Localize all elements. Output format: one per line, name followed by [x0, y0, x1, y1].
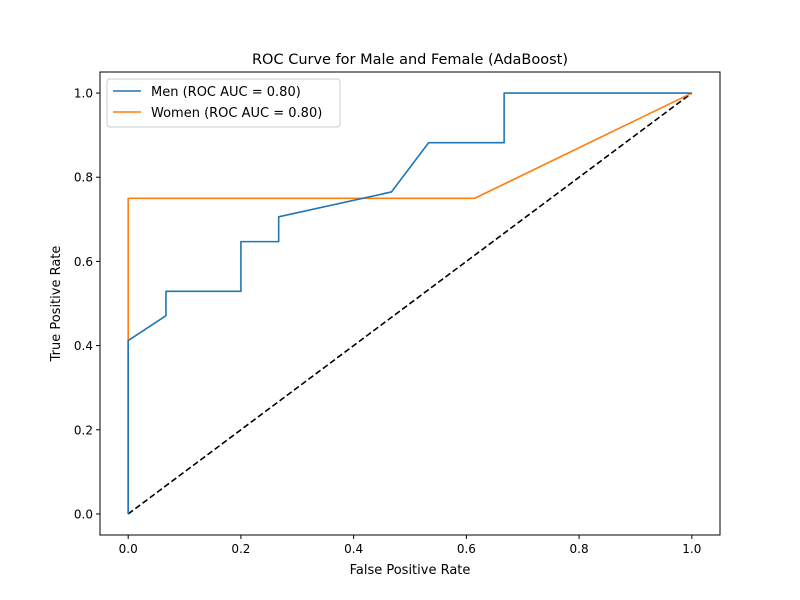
ticks-layer: 0.0 0.2 0.4 0.6 0.8 1.0 0.0 0.2 0.4 0.6 0.8 1.0	[74, 87, 701, 556]
y-axis-label: True Positive Rate	[49, 246, 64, 363]
chart-title: ROC Curve for Male and Female (AdaBoost)	[252, 52, 568, 68]
x-tick-label: 0.8	[570, 542, 589, 556]
legend-box	[106, 78, 341, 128]
y-tick-label: 0.2	[74, 423, 93, 437]
y-tick-label: 0.0	[74, 507, 93, 521]
reference-diagonal-line	[127, 92, 693, 515]
plot-frame	[99, 71, 721, 536]
x-tick-label: 0.2	[231, 542, 250, 556]
x-tick-label: 0.0	[119, 542, 138, 556]
x-axis-label: False Positive Rate	[350, 563, 471, 578]
x-tick-label: 0.6	[457, 542, 476, 556]
legend-label-men: Men (ROC AUC = 0.80)	[151, 85, 301, 100]
x-tick-label: 0.4	[344, 542, 363, 556]
series-layer	[127, 92, 693, 515]
legend: Men (ROC AUC = 0.80) Women (ROC AUC = 0.…	[106, 78, 341, 128]
x-tick-label: 1.0	[682, 542, 701, 556]
y-tick-label: 1.0	[74, 87, 93, 101]
y-tick-label: 0.4	[74, 339, 93, 353]
y-tick-label: 0.6	[74, 255, 93, 269]
series-line-men	[127, 92, 692, 514]
legend-label-women: Women (ROC AUC = 0.80)	[151, 106, 322, 121]
y-tick-label: 0.8	[74, 171, 93, 185]
